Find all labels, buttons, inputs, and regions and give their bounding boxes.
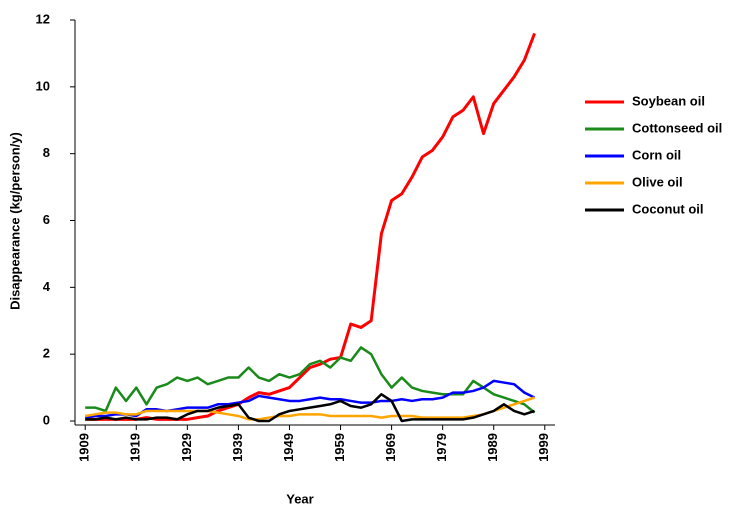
- y-tick-label: 2: [43, 346, 50, 361]
- x-tick-label: 1999: [536, 433, 551, 462]
- legend-label: Cottonseed oil: [632, 120, 722, 135]
- x-tick-label: 1939: [230, 433, 245, 462]
- y-tick-label: 0: [43, 412, 50, 427]
- x-tick-label: 1959: [332, 433, 347, 462]
- x-tick-label: 1969: [383, 433, 398, 462]
- y-axis-label: Disappearance (kg/person/y): [7, 132, 22, 310]
- y-tick-label: 6: [43, 212, 50, 227]
- y-tick-label: 12: [36, 11, 50, 26]
- series-line: [85, 32, 536, 421]
- y-tick-label: 4: [43, 279, 51, 294]
- x-tick-label: 1979: [434, 433, 449, 462]
- x-axis-label: Year: [286, 491, 313, 506]
- series-line: [85, 393, 535, 423]
- x-tick-label: 1929: [179, 433, 194, 462]
- series-line: [85, 346, 536, 414]
- legend-label: Olive oil: [632, 174, 683, 189]
- legend-label: Corn oil: [632, 147, 681, 162]
- x-tick-label: 1989: [485, 433, 500, 462]
- x-tick-label: 1909: [77, 433, 92, 462]
- legend-label: Coconut oil: [632, 201, 704, 216]
- y-tick-label: 10: [36, 78, 50, 93]
- x-tick-label: 1919: [128, 433, 143, 462]
- series-line: [85, 396, 535, 421]
- x-tick-label: 1949: [281, 433, 296, 462]
- legend-label: Soybean oil: [632, 93, 705, 108]
- y-tick-label: 8: [43, 145, 50, 160]
